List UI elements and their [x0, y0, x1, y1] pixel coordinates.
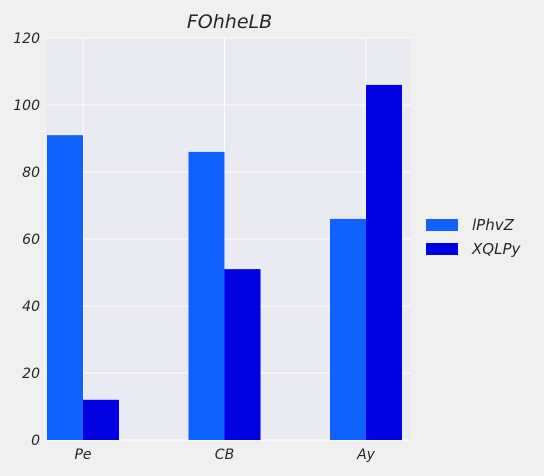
- bar-lPhvZ-CB: [188, 151, 225, 440]
- bar-XQLPy-Ay: [366, 84, 402, 441]
- x-tick-label: Ay: [356, 447, 376, 463]
- bar-XQLPy-CB: [224, 269, 261, 440]
- legend-label-lPhvZ: lPhvZ: [472, 216, 515, 234]
- legend-label-XQLPy: XQLPy: [471, 240, 521, 258]
- y-tick-label: 0: [31, 433, 40, 449]
- bars: [47, 84, 402, 441]
- legend-swatch-lPhvZ: [426, 219, 458, 231]
- y-tick-label: 100: [13, 98, 40, 114]
- x-tick-label: Pe: [74, 447, 91, 463]
- x-tick-label: CB: [215, 447, 234, 463]
- bar-XQLPy-Pe: [83, 399, 119, 440]
- y-tick-label: 40: [22, 299, 40, 315]
- y-tick-label: 20: [22, 366, 40, 382]
- bar-lPhvZ-Pe: [47, 135, 83, 440]
- legend: lPhvZ XQLPy: [426, 216, 521, 258]
- chart-title: FOhheLB: [187, 11, 272, 33]
- bar-lPhvZ-Ay: [330, 218, 366, 440]
- axis-tick-labels: 0 20 40 60 80 100 120 Pe CB Ay: [13, 31, 375, 463]
- y-tick-label: 80: [22, 165, 40, 181]
- legend-swatch-XQLPy: [426, 243, 458, 255]
- y-tick-label: 60: [22, 232, 40, 248]
- y-tick-label: 120: [13, 31, 40, 47]
